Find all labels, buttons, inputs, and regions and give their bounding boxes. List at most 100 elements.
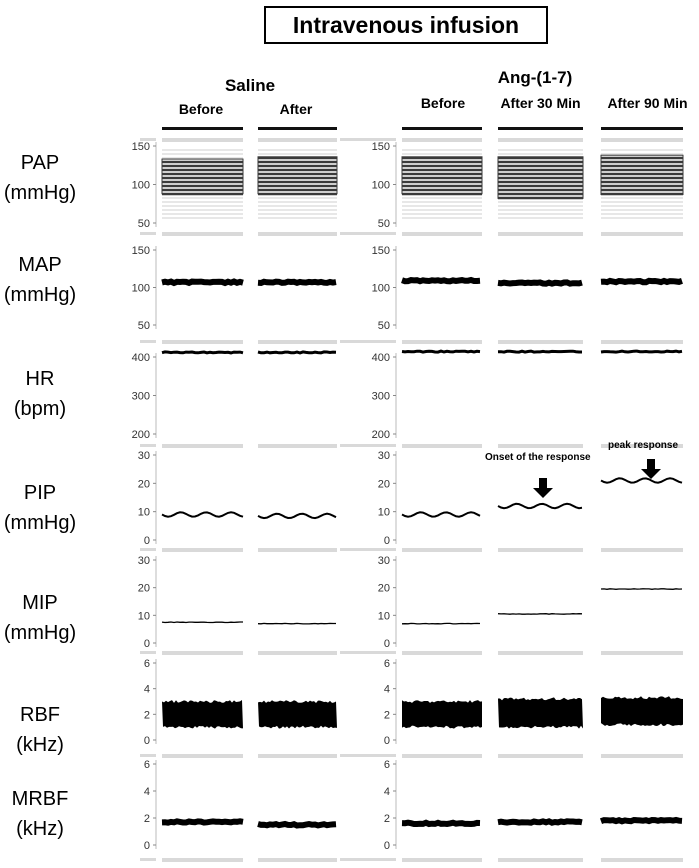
panel-separator <box>258 340 337 344</box>
panel-separator <box>601 548 683 552</box>
pressure-trace-envelope <box>600 154 684 196</box>
signal-trace <box>600 588 683 590</box>
panel-separator <box>498 340 583 344</box>
signal-trace <box>599 816 683 825</box>
panel-separator <box>498 858 583 862</box>
figure-title: Intravenous infusion <box>264 6 548 44</box>
signal-trace <box>401 622 481 625</box>
y-tick-label: 10 <box>378 610 390 622</box>
signal-trace <box>257 622 336 625</box>
panel-separator <box>601 754 683 758</box>
panel-separator <box>258 444 337 448</box>
panel-separator <box>601 138 683 142</box>
annotation-onset: Onset of the response <box>485 452 591 463</box>
flow-trace <box>258 700 337 729</box>
y-tick-label: 300 <box>132 391 150 403</box>
y-tick-label: 0 <box>144 535 150 547</box>
axis-separator <box>140 651 156 654</box>
panel-separator <box>601 858 683 862</box>
signal-trace <box>257 278 337 287</box>
panel-unit: (mmHg) <box>3 182 77 204</box>
y-tick-label: 20 <box>378 478 390 490</box>
axis-separator <box>140 754 156 757</box>
y-tick-label: 150 <box>372 245 390 257</box>
panel-separator <box>402 858 482 862</box>
panel-separator <box>162 138 243 142</box>
panel-separator <box>601 232 683 236</box>
panel-separator <box>162 444 243 448</box>
y-tick-label: 150 <box>132 141 150 153</box>
column-header-ang-before: Before <box>420 95 466 111</box>
signal-trace <box>600 277 683 286</box>
y-tick-label: 4 <box>144 786 150 798</box>
panel-separator <box>402 444 482 448</box>
signal-trace <box>497 279 583 287</box>
y-tick-label: 100 <box>132 283 150 295</box>
y-tick-label: 200 <box>132 429 150 441</box>
axis-separator <box>340 340 396 343</box>
panel-separator <box>162 548 243 552</box>
panel-separator <box>402 651 482 655</box>
panel-name: RBF <box>20 704 60 726</box>
y-tick-label: 400 <box>372 352 390 364</box>
y-tick-label: 50 <box>138 320 150 332</box>
signal-trace <box>401 511 481 518</box>
panel-name: HR <box>25 368 55 390</box>
axis-separator <box>140 548 156 551</box>
panel-label-rbf: RBF (kHz) <box>0 700 80 760</box>
y-tick-label: 30 <box>138 555 150 567</box>
axis-separator <box>340 548 396 551</box>
y-tick-label: 6 <box>144 658 150 670</box>
panel-label-mrbf: MRBF (kHz) <box>0 784 80 844</box>
panel-separator <box>258 548 337 552</box>
flow-trace <box>498 697 583 729</box>
panel-name: PAP <box>20 152 60 174</box>
panel-separator <box>258 754 337 758</box>
pressure-trace-envelope <box>257 156 338 195</box>
y-tick-label: 2 <box>384 709 390 721</box>
annotation-peak: peak response <box>608 440 679 451</box>
panel-separator <box>498 548 583 552</box>
y-tick-label: 200 <box>372 429 390 441</box>
y-tick-label: 4 <box>384 684 390 696</box>
panel-separator <box>498 138 583 142</box>
pressure-trace-envelope <box>401 156 483 195</box>
column-header-saline-before: Before <box>178 101 224 117</box>
trace-top-bar <box>498 127 583 130</box>
signal-trace <box>401 819 481 828</box>
panel-separator <box>402 548 482 552</box>
signal-trace <box>401 276 481 285</box>
axis-separator <box>140 138 156 141</box>
y-tick-label: 20 <box>138 583 150 595</box>
signal-trace <box>161 278 244 287</box>
axis-separator <box>340 754 396 757</box>
trace-top-bar <box>162 127 243 130</box>
onset-arrow <box>533 478 553 498</box>
signal-trace <box>161 511 244 518</box>
peak-arrow <box>641 459 661 479</box>
panel-label-map: MAP (mmHg) <box>0 250 80 310</box>
panel-separator <box>402 232 482 236</box>
flow-trace <box>601 696 683 727</box>
y-tick-label: 150 <box>132 245 150 257</box>
panel-unit: (kHz) <box>16 818 64 840</box>
panel-separator <box>162 232 243 236</box>
y-tick-label: 100 <box>372 283 390 295</box>
panel-separator <box>402 138 482 142</box>
y-tick-label: 0 <box>384 735 390 747</box>
signal-trace <box>600 349 683 354</box>
panel-separator <box>162 754 243 758</box>
trace-top-bar <box>601 127 683 130</box>
axis-separator <box>340 858 396 861</box>
y-tick-label: 6 <box>384 759 390 771</box>
y-tick-label: 4 <box>384 786 390 798</box>
panel-name: PIP <box>23 482 57 504</box>
panel-separator <box>601 340 683 344</box>
panel-unit: (mmHg) <box>3 622 77 644</box>
flow-trace <box>162 700 243 729</box>
panel-name: MRBF <box>11 788 69 810</box>
signal-trace <box>497 502 583 510</box>
axis-separator <box>140 232 156 235</box>
axis-separator <box>140 858 156 861</box>
